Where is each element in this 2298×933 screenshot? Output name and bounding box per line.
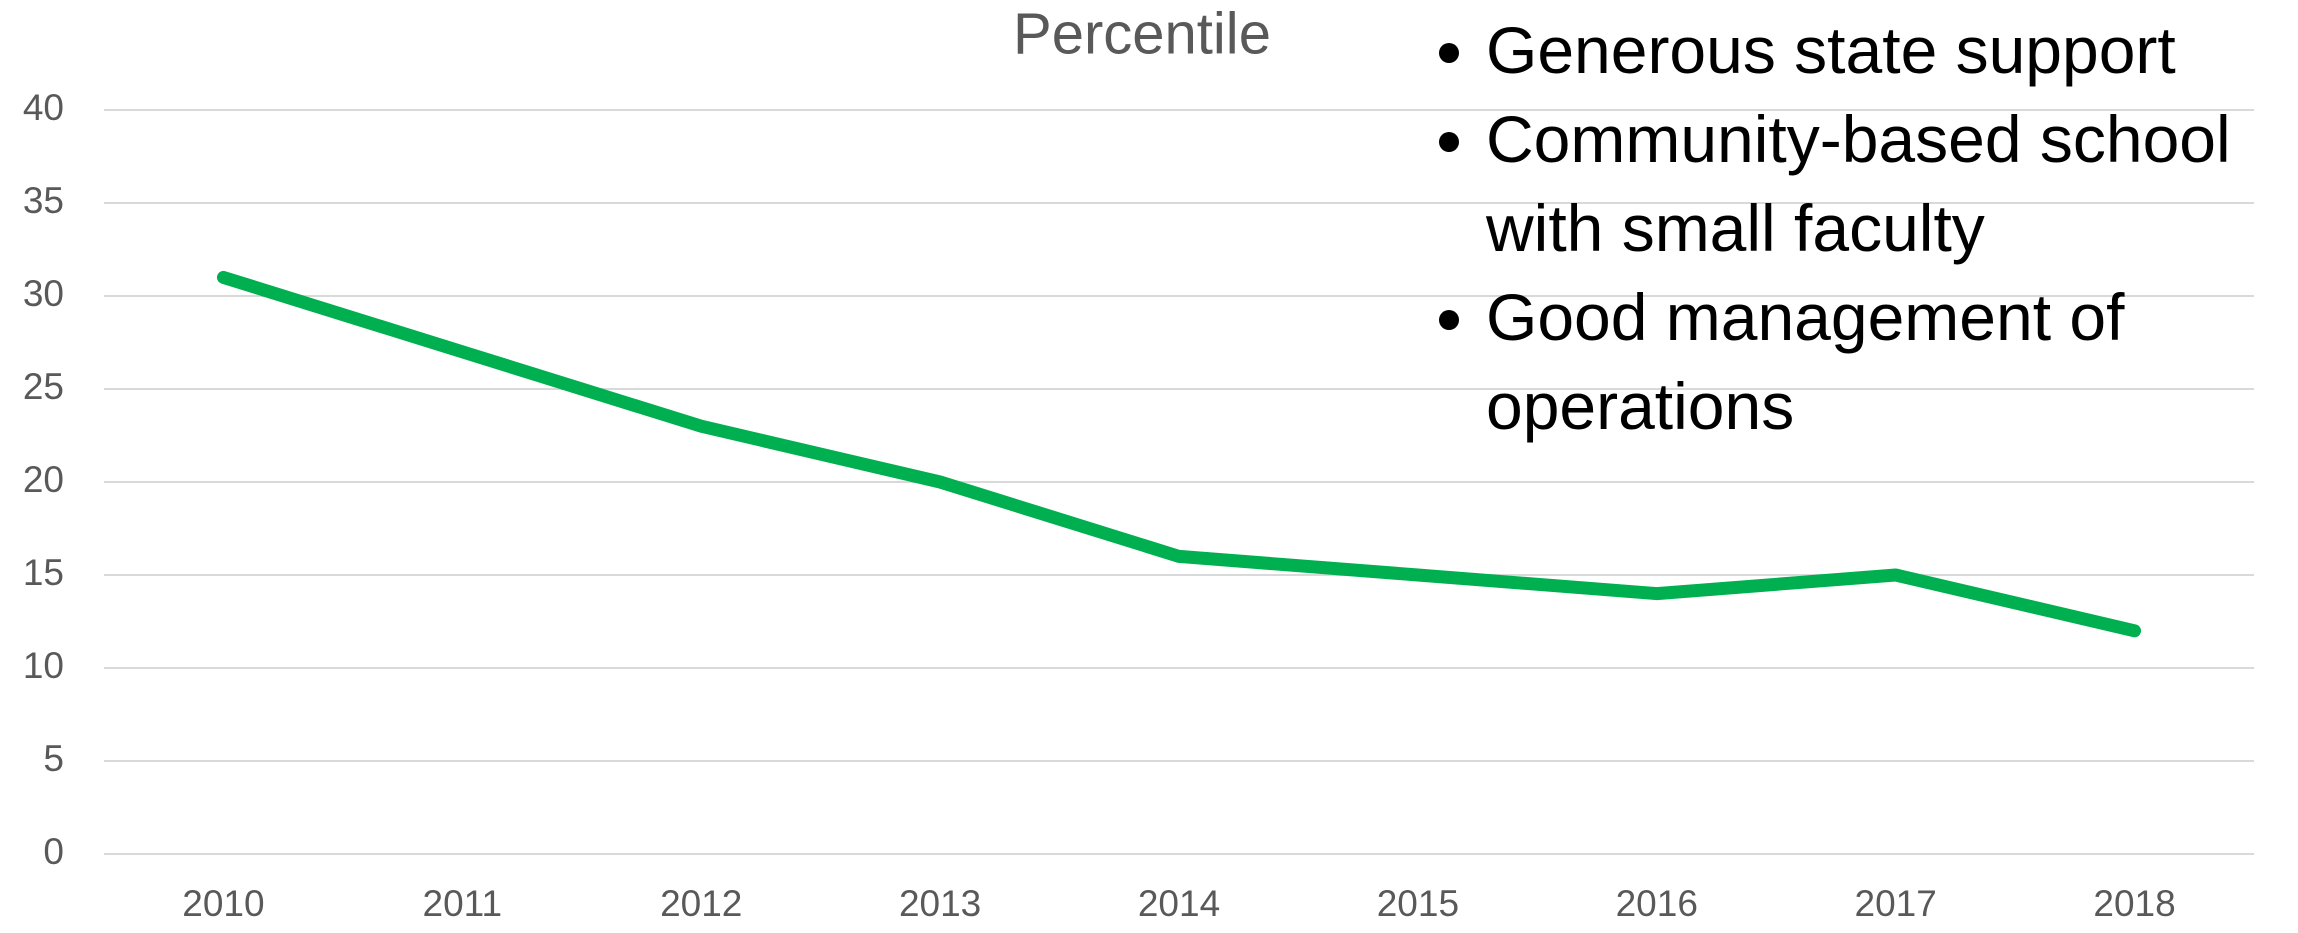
- x-tick-label: 2012: [660, 883, 742, 924]
- x-tick-label: 2015: [1377, 883, 1459, 924]
- annotation: Generous state support: [1486, 6, 2296, 95]
- x-tick-label: 2018: [2093, 883, 2175, 924]
- y-tick-label: 15: [23, 552, 64, 593]
- x-tick-label: 2014: [1138, 883, 1220, 924]
- x-tick-label: 2011: [423, 883, 503, 924]
- y-tick-label: 35: [23, 180, 64, 221]
- y-tick-label: 20: [23, 459, 64, 500]
- annotation: Community-based school with small facult…: [1486, 95, 2296, 273]
- y-tick-label: 5: [43, 738, 64, 779]
- annotation-list: Generous state supportCommunity-based sc…: [1418, 6, 2296, 451]
- y-tick-label: 10: [23, 645, 64, 686]
- y-tick-label: 25: [23, 366, 64, 407]
- y-tick-label: 0: [43, 831, 64, 872]
- data-line: [216, 270, 2142, 638]
- x-tick-label: 2013: [899, 883, 981, 924]
- y-tick-label: 40: [23, 87, 64, 128]
- x-tick-label: 2010: [182, 883, 264, 924]
- y-tick-label: 30: [23, 273, 64, 314]
- annotation: Good management of operations: [1486, 273, 2296, 451]
- x-tick-label: 2016: [1616, 883, 1698, 924]
- x-tick-label: 2017: [1855, 883, 1937, 924]
- chart-title: Percentile: [1013, 1, 1271, 66]
